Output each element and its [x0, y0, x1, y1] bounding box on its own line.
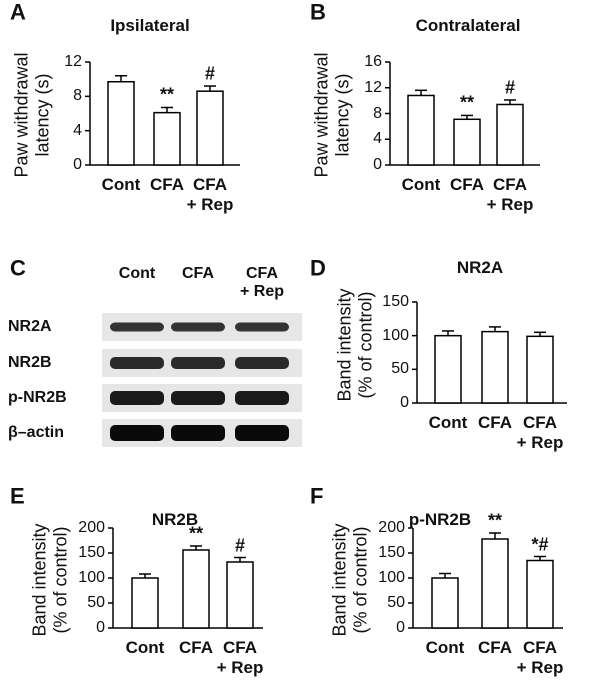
y-axis-label: Band intensity (% of control) — [334, 288, 375, 402]
bar — [182, 549, 210, 629]
bar — [196, 90, 224, 166]
significance-mark: # — [204, 63, 216, 84]
blot-row-label: p-NR2B — [8, 388, 67, 406]
x-tick-label: CFA + Rep — [516, 413, 564, 452]
bar — [153, 111, 181, 166]
x-tick-label: CFA + Rep — [186, 175, 234, 214]
y-axis-label: Paw withdrawal latency (s) — [311, 52, 352, 178]
bar — [526, 559, 554, 629]
blot-column-label: CFA + Rep — [239, 265, 285, 301]
y-tick-label: 50 — [387, 593, 405, 611]
blot-band — [235, 357, 289, 369]
blot-column-label: CFA — [182, 265, 214, 282]
y-axis-label: Band intensity (% of control) — [29, 523, 70, 637]
y-tick-label: 0 — [96, 618, 105, 636]
y-tick-label: 12 — [364, 78, 382, 96]
y-tick-label: 150 — [78, 543, 105, 561]
bar — [453, 118, 481, 166]
significance-mark: # — [234, 535, 246, 556]
y-tick-label: 4 — [373, 130, 382, 148]
x-tick-label: CFA + Rep — [486, 175, 534, 214]
y-tick-label: 50 — [391, 360, 409, 378]
blot-band — [171, 391, 225, 405]
chart-title: Ipsilateral — [110, 16, 190, 36]
y-tick-label: 150 — [378, 543, 405, 561]
panel-letter: D — [310, 255, 326, 281]
significance-mark: *# — [531, 534, 549, 555]
x-tick-label: CFA — [450, 175, 484, 194]
bar — [407, 94, 435, 166]
y-tick-label: 100 — [78, 568, 105, 586]
x-tick-label: Cont — [101, 175, 141, 194]
x-tick-label: CFA + Rep — [216, 638, 264, 677]
blot-band — [110, 322, 164, 332]
chart-title: NR2B — [151, 510, 199, 530]
blot-band — [235, 425, 289, 441]
blot-band — [171, 357, 225, 369]
blot-column-label: Cont — [118, 265, 156, 282]
x-tick-label: CFA — [478, 413, 512, 432]
y-tick-label: 100 — [378, 568, 405, 586]
y-tick-label: 4 — [73, 121, 82, 139]
x-tick-label: Cont — [428, 413, 468, 432]
blot-band — [235, 322, 289, 332]
bar — [496, 103, 524, 166]
blot-band — [110, 391, 164, 405]
blot-row-label: NR2B — [8, 353, 52, 371]
x-tick-label: Cont — [425, 638, 465, 657]
significance-mark: # — [504, 77, 516, 98]
y-tick-label: 8 — [373, 104, 382, 122]
x-tick-label: CFA — [179, 638, 213, 657]
bar — [481, 538, 509, 629]
x-tick-label: Cont — [401, 175, 441, 194]
bar — [481, 330, 509, 404]
y-tick-label: 8 — [73, 87, 82, 105]
blot-band — [235, 391, 289, 405]
panel-letter: B — [310, 0, 326, 25]
x-tick-label: Cont — [125, 638, 165, 657]
x-tick-label: CFA + Rep — [516, 638, 564, 677]
y-tick-label: 12 — [64, 52, 82, 70]
chart-title: NR2A — [456, 258, 504, 278]
chart-title: p-NR2B — [408, 510, 472, 530]
y-tick-label: 0 — [73, 155, 82, 173]
panel-letter: C — [10, 255, 26, 281]
bar — [526, 335, 554, 404]
x-tick-label: CFA — [150, 175, 184, 194]
y-axis-label: Band intensity (% of control) — [329, 523, 370, 637]
panel-letter: A — [10, 0, 26, 25]
y-tick-label: 0 — [373, 155, 382, 173]
chart-title: Contralateral — [415, 16, 521, 36]
significance-mark: ** — [487, 510, 503, 531]
y-axis-label: Paw withdrawal latency (s) — [11, 52, 52, 178]
bar — [131, 577, 159, 629]
bar — [431, 577, 459, 629]
y-tick-label: 16 — [364, 52, 382, 70]
panel-letter: F — [310, 483, 324, 509]
blot-row-label: NR2A — [8, 317, 52, 335]
y-tick-label: 150 — [382, 292, 409, 310]
significance-mark: ** — [188, 523, 204, 544]
bar — [107, 80, 135, 166]
blot-band — [171, 322, 225, 332]
blot-band — [171, 425, 225, 441]
y-tick-label: 200 — [378, 518, 405, 536]
blot-row-label: β–actin — [8, 423, 65, 441]
y-tick-label: 100 — [382, 326, 409, 344]
panel-letter: E — [10, 483, 25, 509]
bar — [226, 561, 254, 629]
significance-mark: ** — [459, 93, 475, 114]
blot-band — [110, 425, 164, 441]
x-tick-label: CFA — [478, 638, 512, 657]
blot-band — [110, 357, 164, 369]
significance-mark: ** — [159, 85, 175, 106]
y-tick-label: 200 — [78, 518, 105, 536]
y-tick-label: 50 — [87, 593, 105, 611]
y-tick-label: 0 — [396, 618, 405, 636]
y-tick-label: 0 — [400, 393, 409, 411]
bar — [434, 334, 462, 404]
